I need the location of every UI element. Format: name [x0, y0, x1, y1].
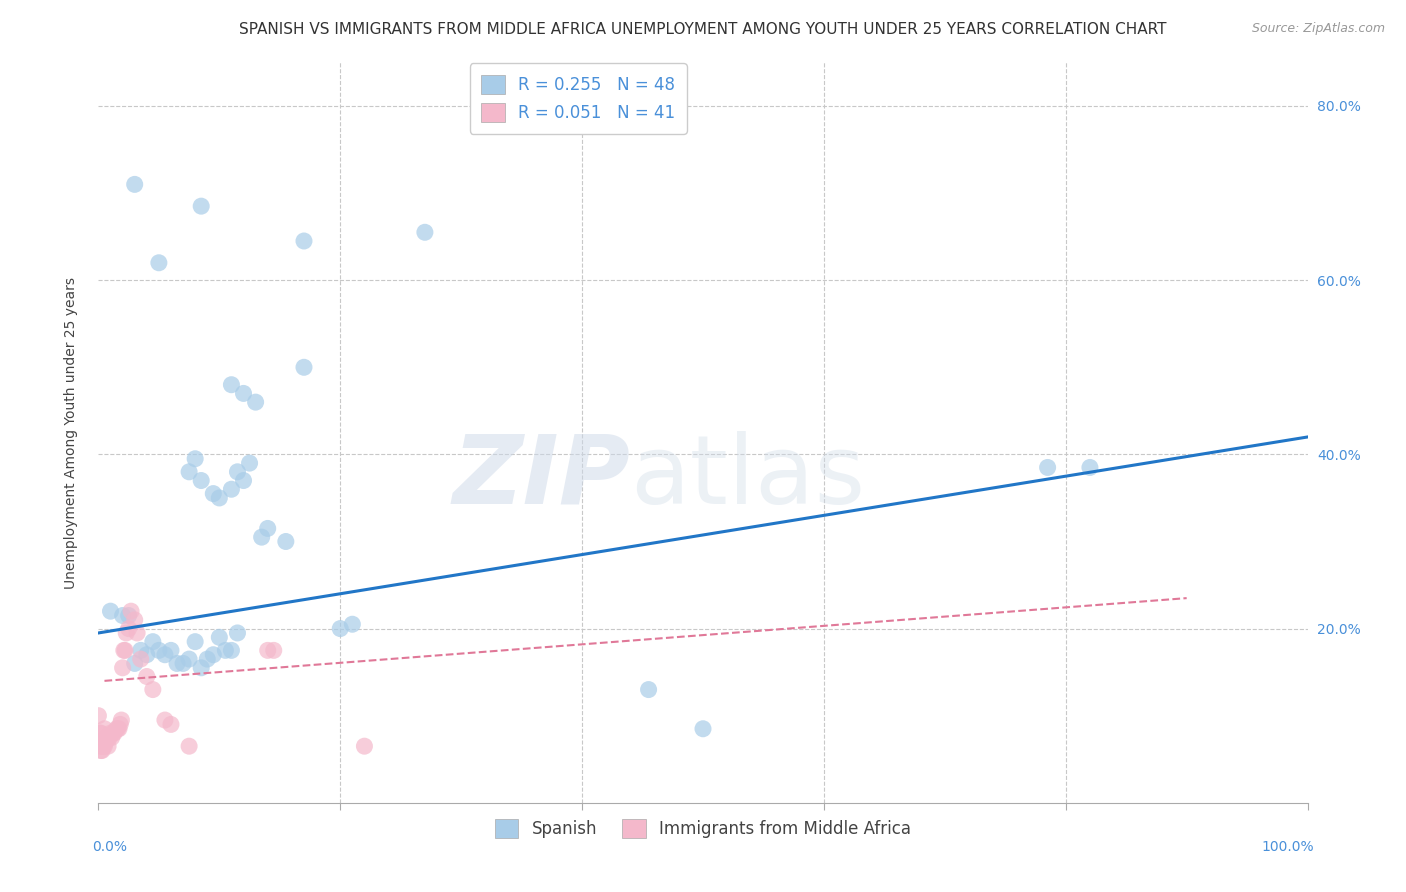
- Point: [87, 735, 110, 749]
- Point: [208, 630, 231, 644]
- Point: [250, 530, 273, 544]
- Point: [166, 657, 188, 671]
- Point: [637, 682, 659, 697]
- Point: [179, 652, 201, 666]
- Point: [256, 521, 278, 535]
- Point: [118, 608, 141, 623]
- Point: [129, 652, 152, 666]
- Point: [190, 199, 212, 213]
- Point: [91, 743, 114, 757]
- Point: [148, 643, 170, 657]
- Point: [91, 739, 114, 754]
- Point: [160, 643, 183, 657]
- Point: [239, 456, 262, 470]
- Point: [256, 643, 278, 657]
- Point: [93, 739, 115, 754]
- Point: [226, 626, 249, 640]
- Point: [135, 648, 157, 662]
- Point: [245, 395, 267, 409]
- Point: [87, 708, 110, 723]
- Point: [148, 256, 170, 270]
- Point: [89, 739, 111, 754]
- Point: [184, 634, 207, 648]
- Point: [115, 626, 138, 640]
- Point: [221, 643, 243, 657]
- Point: [110, 713, 132, 727]
- Point: [97, 739, 120, 754]
- Point: [124, 178, 146, 192]
- Text: atlas: atlas: [630, 431, 866, 524]
- Point: [107, 722, 129, 736]
- Point: [90, 726, 112, 740]
- Point: [124, 657, 146, 671]
- Point: [221, 482, 243, 496]
- Point: [342, 617, 364, 632]
- Point: [184, 451, 207, 466]
- Point: [179, 465, 201, 479]
- Point: [114, 643, 136, 657]
- Point: [135, 669, 157, 683]
- Point: [94, 735, 117, 749]
- Point: [142, 682, 165, 697]
- Point: [292, 234, 315, 248]
- Point: [142, 634, 165, 648]
- Point: [103, 726, 125, 740]
- Point: [274, 534, 297, 549]
- Point: [1078, 460, 1101, 475]
- Point: [100, 731, 122, 745]
- Text: 100.0%: 100.0%: [1261, 840, 1313, 854]
- Point: [101, 726, 124, 740]
- Y-axis label: Unemployment Among Youth under 25 years: Unemployment Among Youth under 25 years: [63, 277, 77, 589]
- Point: [179, 739, 201, 754]
- Point: [226, 465, 249, 479]
- Point: [105, 722, 128, 736]
- Point: [100, 604, 122, 618]
- Text: SPANISH VS IMMIGRANTS FROM MIDDLE AFRICA UNEMPLOYMENT AMONG YOUTH UNDER 25 YEARS: SPANISH VS IMMIGRANTS FROM MIDDLE AFRICA…: [239, 22, 1167, 37]
- Point: [329, 622, 352, 636]
- Point: [190, 474, 212, 488]
- Point: [232, 386, 254, 401]
- Point: [124, 613, 146, 627]
- Point: [127, 626, 149, 640]
- Point: [111, 661, 134, 675]
- Text: 0.0%: 0.0%: [93, 840, 128, 854]
- Point: [692, 722, 714, 736]
- Point: [93, 722, 115, 736]
- Point: [153, 648, 176, 662]
- Point: [108, 722, 131, 736]
- Point: [195, 652, 218, 666]
- Point: [98, 731, 121, 745]
- Point: [202, 486, 225, 500]
- Point: [172, 657, 194, 671]
- Point: [214, 643, 236, 657]
- Point: [232, 474, 254, 488]
- Point: [208, 491, 231, 505]
- Point: [120, 604, 142, 618]
- Text: Source: ZipAtlas.com: Source: ZipAtlas.com: [1251, 22, 1385, 36]
- Point: [129, 643, 152, 657]
- Point: [413, 225, 436, 239]
- Point: [263, 643, 285, 657]
- Point: [353, 739, 375, 754]
- Point: [118, 622, 141, 636]
- Point: [91, 739, 114, 754]
- Point: [1036, 460, 1059, 475]
- Point: [108, 717, 131, 731]
- Point: [112, 643, 135, 657]
- Point: [160, 717, 183, 731]
- Text: ZIP: ZIP: [453, 431, 630, 524]
- Point: [202, 648, 225, 662]
- Point: [153, 713, 176, 727]
- Point: [96, 731, 118, 745]
- Point: [89, 726, 111, 740]
- Point: [90, 743, 112, 757]
- Point: [190, 661, 212, 675]
- Point: [111, 608, 134, 623]
- Point: [292, 360, 315, 375]
- Legend: Spanish, Immigrants from Middle Africa: Spanish, Immigrants from Middle Africa: [486, 810, 920, 847]
- Point: [100, 726, 122, 740]
- Point: [221, 377, 243, 392]
